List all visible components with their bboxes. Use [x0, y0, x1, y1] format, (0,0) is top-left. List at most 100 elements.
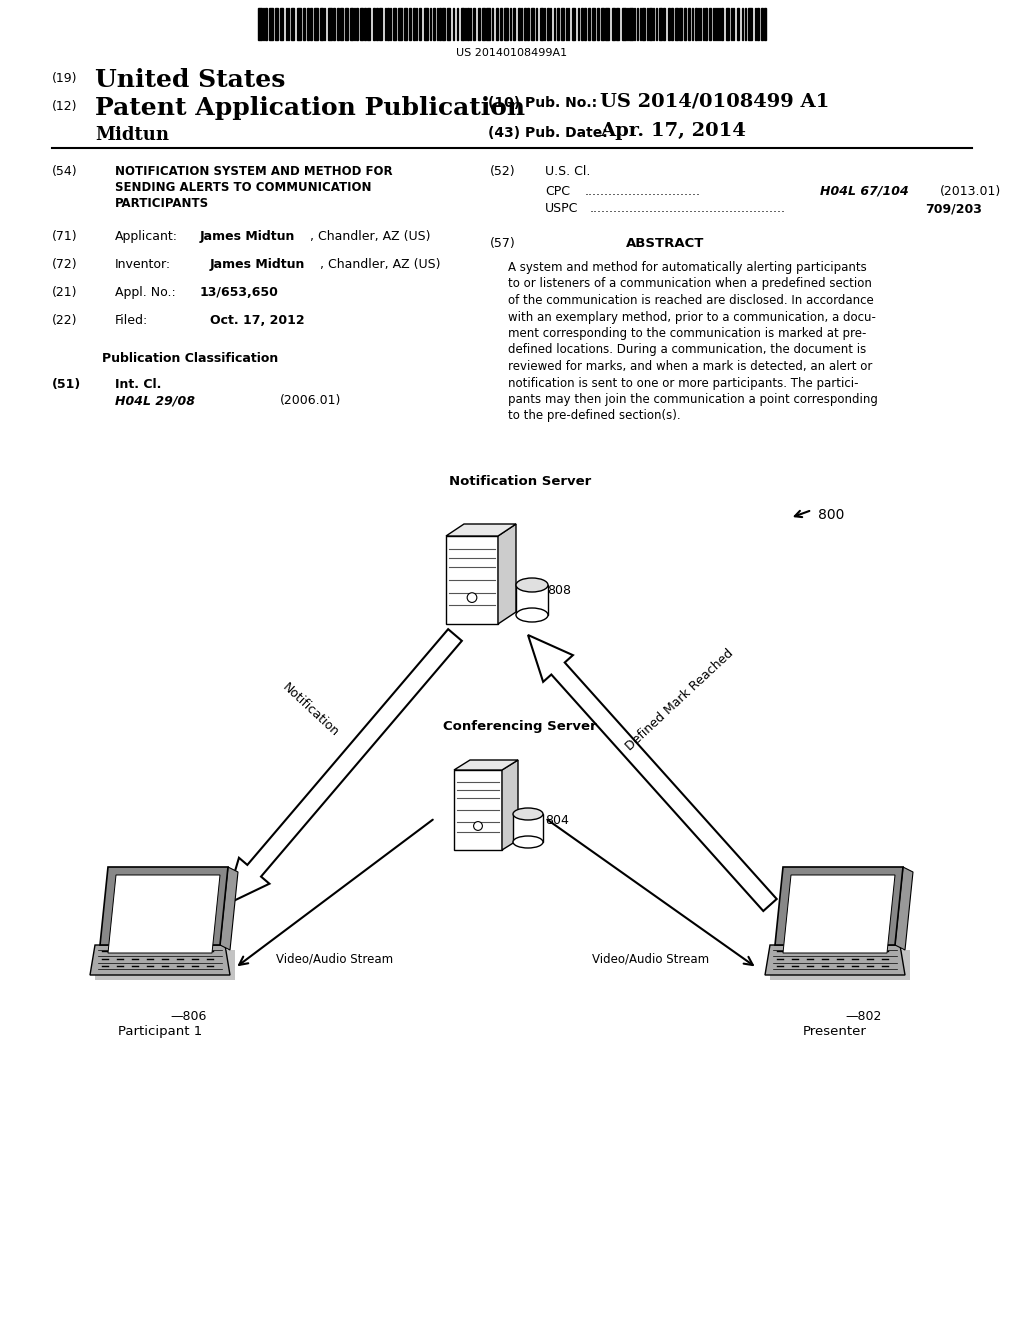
- Text: Video/Audio Stream: Video/Audio Stream: [276, 952, 393, 965]
- Bar: [611, 8, 614, 40]
- Text: Inventor:: Inventor:: [115, 257, 171, 271]
- Text: (19): (19): [52, 73, 78, 84]
- Bar: [269, 8, 273, 40]
- Text: —806: —806: [170, 1010, 207, 1023]
- Bar: [420, 8, 421, 40]
- Polygon shape: [220, 867, 238, 950]
- Text: reviewed for marks, and when a mark is detected, an alert or: reviewed for marks, and when a mark is d…: [508, 360, 872, 374]
- Bar: [478, 8, 480, 40]
- Bar: [679, 8, 682, 40]
- Bar: [303, 8, 305, 40]
- Bar: [359, 8, 362, 40]
- Text: .............................: .............................: [585, 185, 701, 198]
- Text: H04L 67/104: H04L 67/104: [820, 185, 908, 198]
- Bar: [764, 8, 766, 40]
- Text: defined locations. During a communication, the document is: defined locations. During a communicatio…: [508, 343, 866, 356]
- Text: James Midtun: James Midtun: [210, 257, 305, 271]
- Bar: [328, 8, 332, 40]
- Bar: [629, 8, 633, 40]
- Text: notification is sent to one or more participants. The partici-: notification is sent to one or more part…: [508, 376, 858, 389]
- Text: (57): (57): [490, 238, 516, 249]
- Bar: [640, 8, 641, 40]
- Text: Filed:: Filed:: [115, 314, 148, 327]
- Bar: [749, 8, 752, 40]
- Bar: [706, 8, 708, 40]
- Bar: [513, 8, 515, 40]
- Text: 709/203: 709/203: [925, 202, 982, 215]
- Text: NOTIFICATION SYSTEM AND METHOD FOR: NOTIFICATION SYSTEM AND METHOD FOR: [115, 165, 392, 178]
- Text: ABSTRACT: ABSTRACT: [626, 238, 705, 249]
- Bar: [500, 8, 502, 40]
- Polygon shape: [775, 867, 903, 945]
- Bar: [467, 8, 469, 40]
- Circle shape: [467, 593, 477, 602]
- Bar: [482, 8, 485, 40]
- Text: (72): (72): [52, 257, 78, 271]
- Bar: [504, 8, 508, 40]
- Bar: [726, 8, 729, 40]
- Bar: [340, 8, 343, 40]
- Bar: [486, 8, 490, 40]
- Bar: [384, 8, 386, 40]
- Text: Midtun: Midtun: [95, 125, 169, 144]
- Text: U.S. Cl.: U.S. Cl.: [545, 165, 591, 178]
- Bar: [439, 8, 441, 40]
- Bar: [547, 8, 549, 40]
- Text: pants may then join the communication a point corresponding: pants may then join the communication a …: [508, 393, 878, 407]
- Bar: [319, 8, 323, 40]
- Text: CPC: CPC: [545, 185, 570, 198]
- Bar: [291, 8, 294, 40]
- Text: (22): (22): [52, 314, 78, 327]
- Text: (21): (21): [52, 286, 78, 300]
- Bar: [345, 8, 348, 40]
- Bar: [310, 8, 311, 40]
- Ellipse shape: [513, 808, 543, 820]
- Bar: [414, 8, 416, 40]
- Bar: [393, 8, 396, 40]
- Text: Publication Classification: Publication Classification: [101, 352, 279, 366]
- Bar: [410, 8, 412, 40]
- Ellipse shape: [513, 836, 543, 847]
- Bar: [516, 585, 548, 615]
- Text: (51): (51): [52, 378, 81, 391]
- Text: A system and method for automatically alerting participants: A system and method for automatically al…: [508, 261, 866, 275]
- Text: PARTICIPANTS: PARTICIPANTS: [115, 197, 209, 210]
- Text: with an exemplary method, prior to a communication, a docu-: with an exemplary method, prior to a com…: [508, 310, 876, 323]
- Bar: [349, 8, 352, 40]
- Text: Applicant:: Applicant:: [115, 230, 178, 243]
- Polygon shape: [100, 867, 228, 945]
- Polygon shape: [528, 635, 776, 911]
- Text: USPC: USPC: [545, 202, 579, 215]
- Bar: [622, 8, 626, 40]
- Bar: [447, 8, 451, 40]
- Text: SENDING ALERTS TO COMMUNICATION: SENDING ALERTS TO COMMUNICATION: [115, 181, 372, 194]
- Bar: [337, 8, 339, 40]
- Ellipse shape: [516, 578, 548, 591]
- Bar: [695, 8, 697, 40]
- Bar: [442, 8, 445, 40]
- Bar: [274, 8, 278, 40]
- Text: US 2014/0108499 A1: US 2014/0108499 A1: [600, 92, 829, 111]
- Text: (10) Pub. No.:: (10) Pub. No.:: [488, 96, 597, 110]
- Polygon shape: [770, 950, 910, 979]
- Bar: [592, 8, 595, 40]
- Polygon shape: [446, 524, 516, 536]
- Bar: [588, 8, 590, 40]
- Bar: [604, 8, 608, 40]
- Bar: [280, 8, 283, 40]
- Bar: [761, 8, 763, 40]
- Bar: [649, 8, 652, 40]
- Text: Notification: Notification: [280, 681, 341, 739]
- Bar: [676, 8, 678, 40]
- Text: Defined Mark Reached: Defined Mark Reached: [624, 647, 736, 754]
- Bar: [387, 8, 389, 40]
- Polygon shape: [446, 536, 498, 624]
- Bar: [684, 8, 686, 40]
- Polygon shape: [502, 760, 518, 850]
- Text: of the communication is reached are disclosed. In accordance: of the communication is reached are disc…: [508, 294, 873, 308]
- Bar: [540, 8, 543, 40]
- Bar: [524, 8, 526, 40]
- Text: 808: 808: [547, 583, 571, 597]
- Bar: [376, 8, 378, 40]
- Polygon shape: [95, 950, 234, 979]
